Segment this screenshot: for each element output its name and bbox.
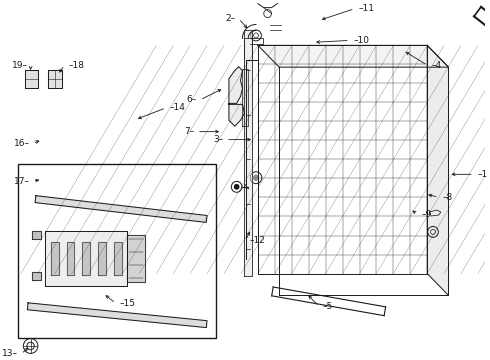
Text: –1: –1 xyxy=(478,170,488,179)
Text: –15: –15 xyxy=(120,299,136,308)
Text: –4: –4 xyxy=(431,61,441,70)
Text: –9: –9 xyxy=(421,210,432,219)
Text: 19–: 19– xyxy=(12,61,28,70)
Polygon shape xyxy=(48,70,62,88)
Circle shape xyxy=(254,175,258,180)
Text: 17–: 17– xyxy=(14,177,30,186)
Text: 16–: 16– xyxy=(14,139,30,148)
Text: 6–: 6– xyxy=(187,95,197,104)
Bar xyxy=(18,165,217,338)
Text: 13–: 13– xyxy=(2,350,18,359)
Polygon shape xyxy=(98,242,106,275)
Text: 7–: 7– xyxy=(184,127,194,136)
Polygon shape xyxy=(31,272,41,280)
Polygon shape xyxy=(67,242,74,275)
Text: 3–: 3– xyxy=(213,135,223,144)
Text: –11: –11 xyxy=(359,4,374,13)
Text: –18: –18 xyxy=(68,61,84,70)
Polygon shape xyxy=(114,242,122,275)
Polygon shape xyxy=(243,69,248,126)
Polygon shape xyxy=(127,235,145,282)
Polygon shape xyxy=(229,67,243,103)
Text: –14: –14 xyxy=(170,103,186,112)
Polygon shape xyxy=(45,231,127,286)
Polygon shape xyxy=(82,242,90,275)
Text: –10: –10 xyxy=(354,36,369,45)
Polygon shape xyxy=(258,45,448,67)
Circle shape xyxy=(235,185,239,189)
Text: –12: –12 xyxy=(249,236,265,245)
Text: 2–: 2– xyxy=(225,14,236,23)
Text: –8: –8 xyxy=(442,193,453,202)
Text: –5: –5 xyxy=(323,302,333,311)
Polygon shape xyxy=(427,45,448,295)
Polygon shape xyxy=(25,70,38,88)
Polygon shape xyxy=(245,31,252,275)
Polygon shape xyxy=(229,104,245,126)
Polygon shape xyxy=(35,196,207,222)
Polygon shape xyxy=(51,242,59,275)
Polygon shape xyxy=(27,303,207,328)
Polygon shape xyxy=(31,231,41,239)
